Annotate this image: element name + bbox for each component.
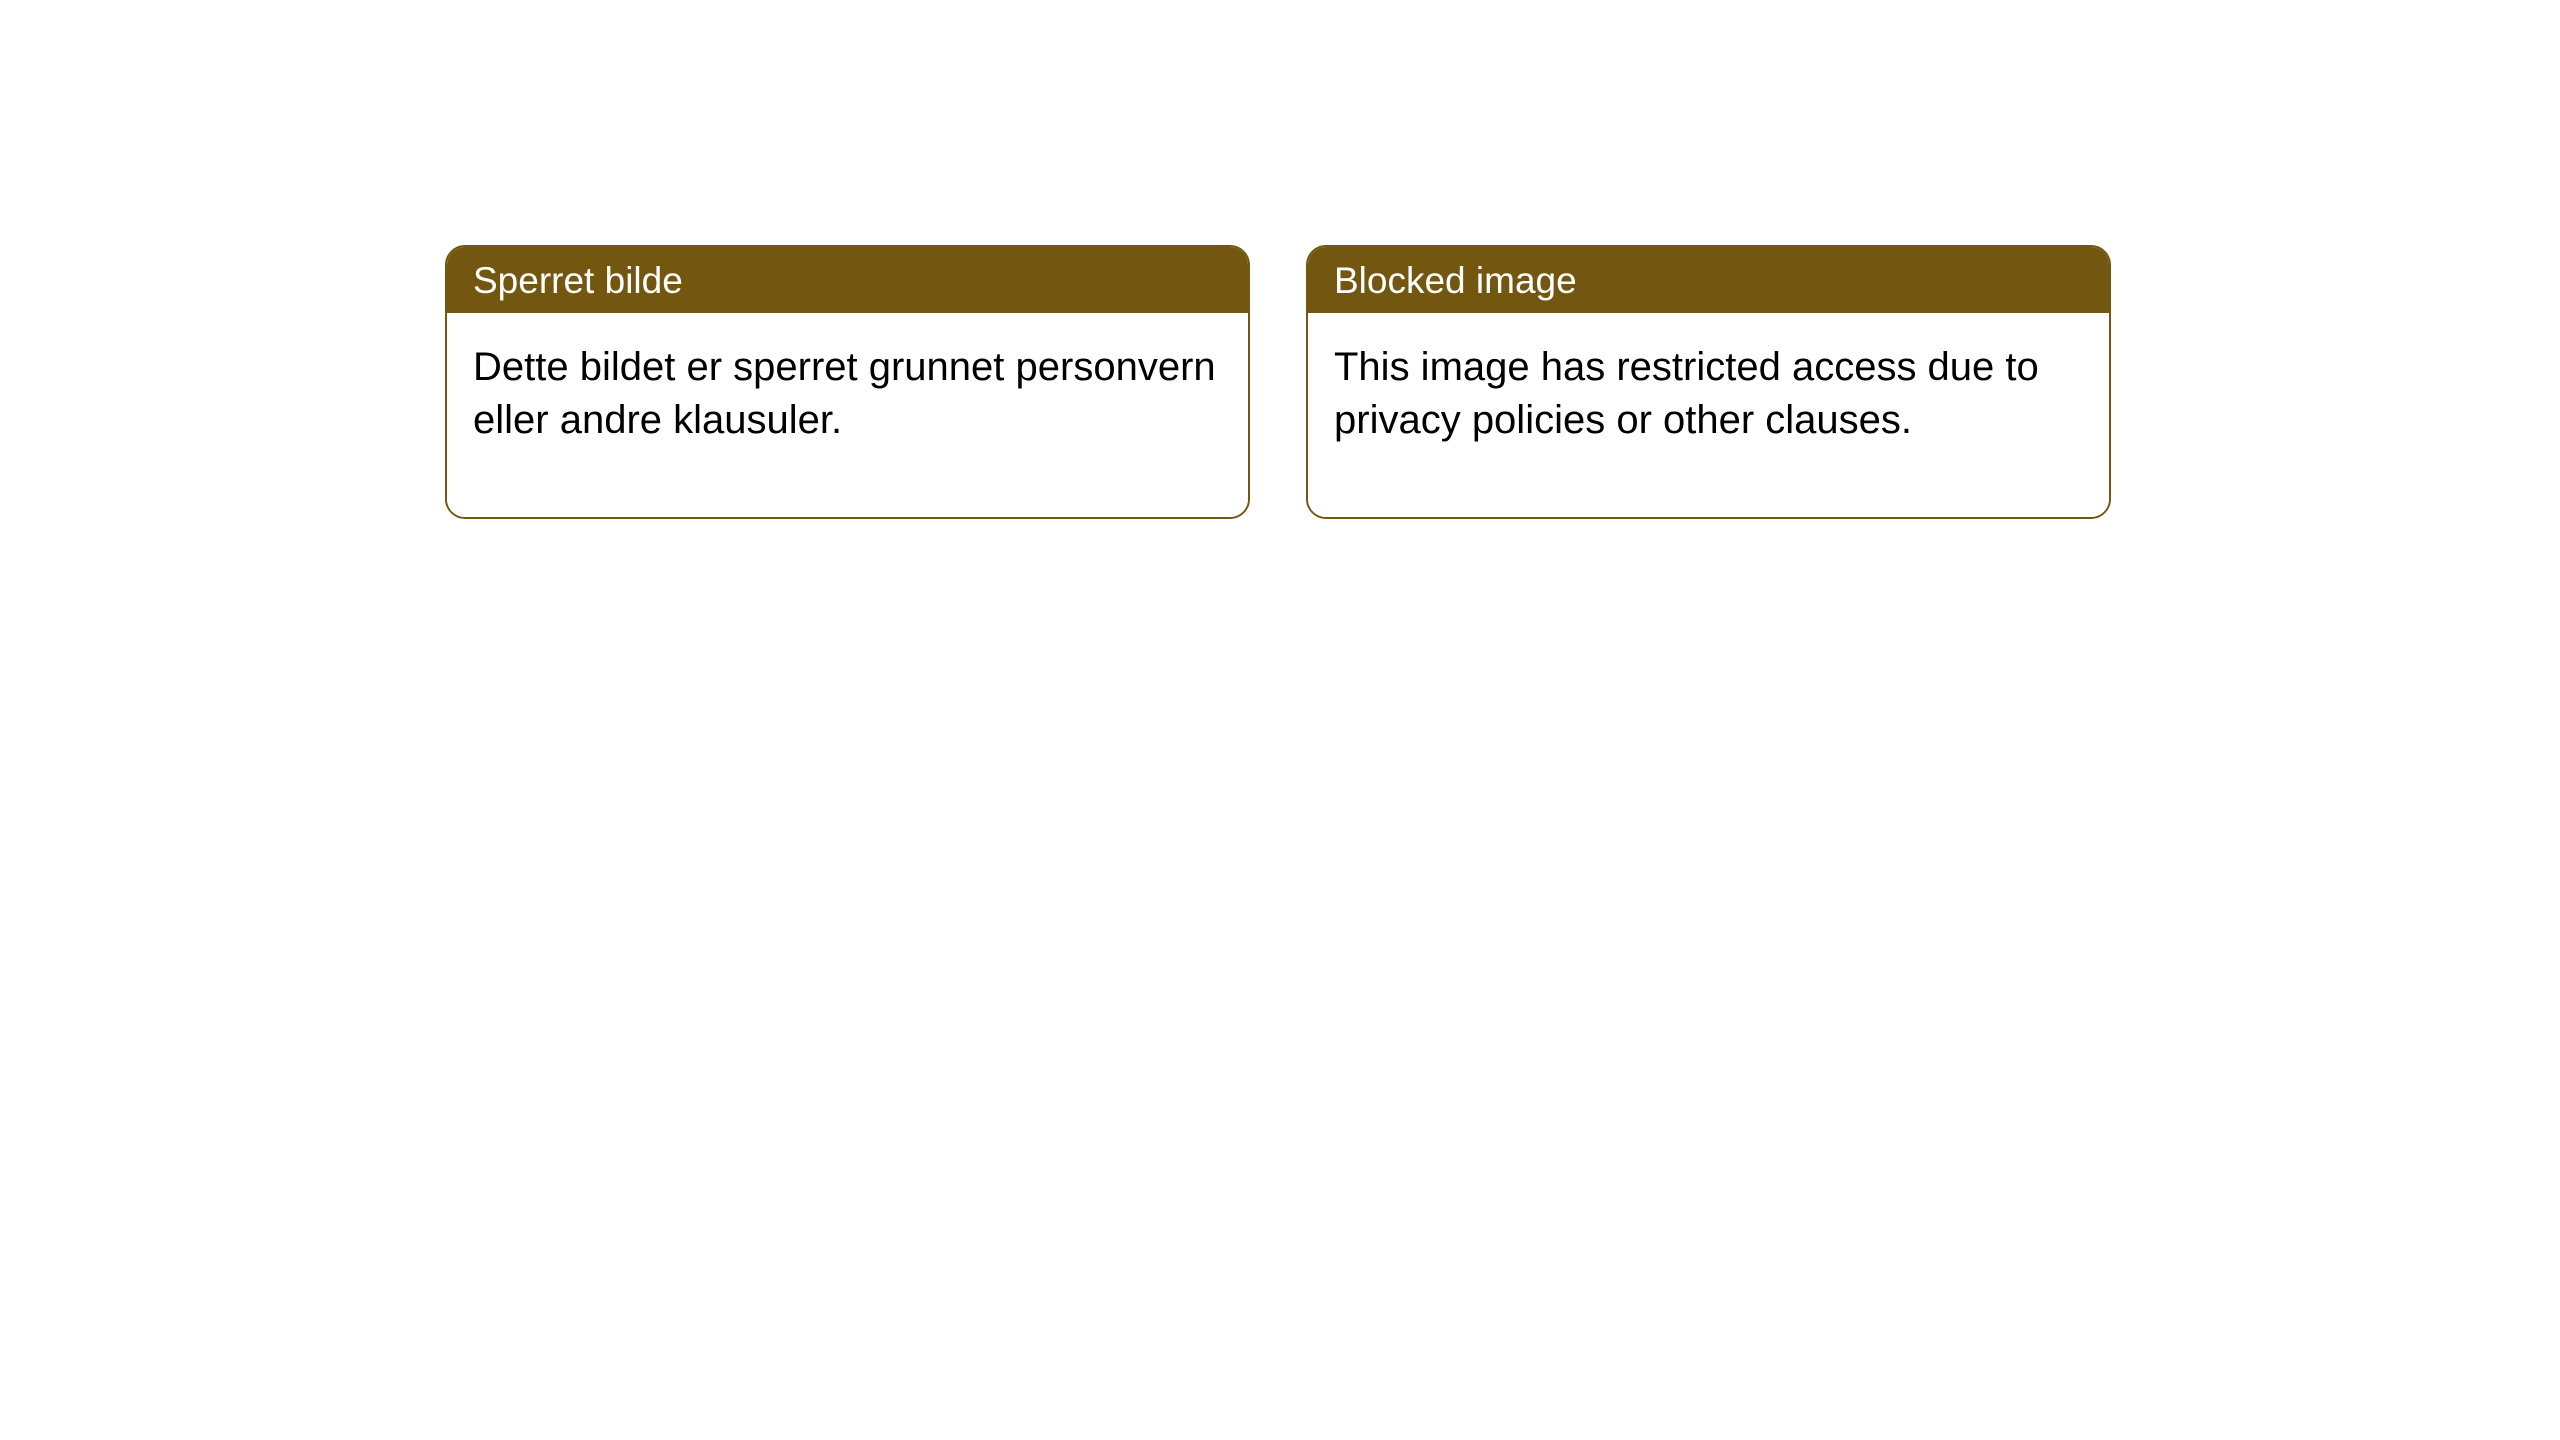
panels-container: Sperret bilde Dette bildet er sperret gr…: [445, 245, 2111, 519]
panel-header-nb: Sperret bilde: [447, 247, 1248, 313]
panel-header-en: Blocked image: [1308, 247, 2109, 313]
panel-en: Blocked image This image has restricted …: [1306, 245, 2111, 519]
panel-body-en: This image has restricted access due to …: [1308, 313, 2109, 517]
panel-body-nb: Dette bildet er sperret grunnet personve…: [447, 313, 1248, 517]
panel-nb: Sperret bilde Dette bildet er sperret gr…: [445, 245, 1250, 519]
